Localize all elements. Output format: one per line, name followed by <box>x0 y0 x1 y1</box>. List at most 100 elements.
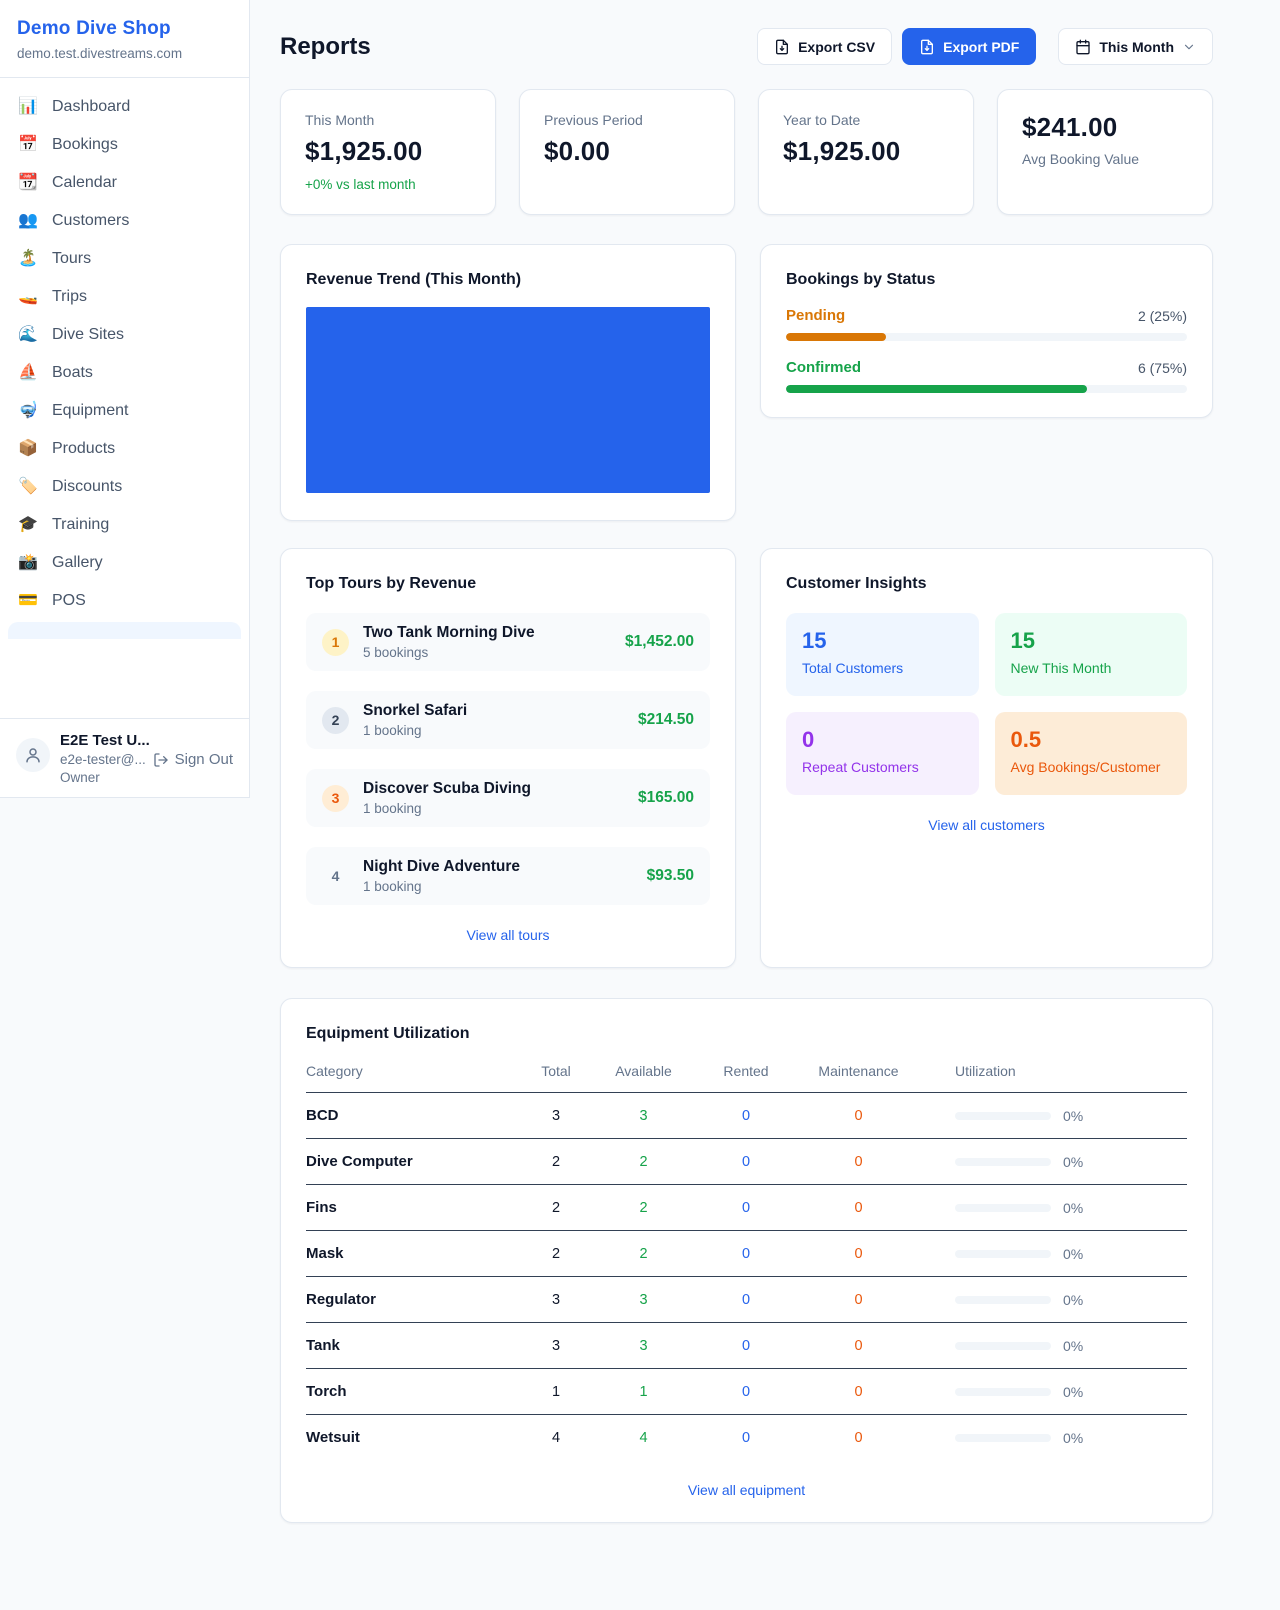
tile-value: 15 <box>1010 628 1035 653</box>
page: Demo Dive Shop demo.test.divestreams.com… <box>0 0 1280 1563</box>
status-row-pending: Pending 2 (25%) <box>786 307 1187 341</box>
tour-name: Discover Scuba Diving <box>363 780 531 797</box>
equipment-maintenance: 0 <box>854 1153 863 1170</box>
stat-label: Avg Booking Value <box>1022 151 1140 167</box>
tour-bookings: 5 bookings <box>363 645 429 660</box>
column-header-utilization: Utilization <box>955 1063 1016 1079</box>
status-row-confirmed: Confirmed 6 (75%) <box>786 359 1187 393</box>
tour-revenue: $165.00 <box>637 789 694 806</box>
tile-value: 15 <box>802 628 827 653</box>
sidebar: Demo Dive Shop demo.test.divestreams.com… <box>0 0 250 798</box>
equipment-maintenance: 0 <box>854 1245 863 1262</box>
utilization-percent: 0% <box>1063 1383 1084 1400</box>
equipment-total: 4 <box>551 1429 561 1446</box>
equipment-rented: 0 <box>741 1337 751 1354</box>
equipment-available: 3 <box>639 1107 648 1124</box>
equipment-category: Tank <box>306 1337 340 1354</box>
person-icon <box>26 748 40 763</box>
equipment-table-header: Category Total Available Rented Maintena… <box>306 1063 1187 1093</box>
stats-row: This Month $1,925.00 +0% vs last month P… <box>280 89 1213 215</box>
sidebar-item-training[interactable]: 🎓 Training <box>0 506 249 544</box>
stat-label: This Month <box>305 112 375 128</box>
tile-new-this-month: 15 New This Month <box>994 613 1187 696</box>
top-tours-title: Top Tours by Revenue <box>306 575 477 592</box>
sidebar-item-calendar[interactable]: 📆 Calendar <box>0 164 249 202</box>
sidebar-item-bookings[interactable]: 📅 Bookings <box>0 126 249 164</box>
utilization-bar <box>955 1341 1051 1350</box>
sidebar-item-trips[interactable]: 🚤 Trips <box>0 278 249 316</box>
equipment-utilization-card: Equipment Utilization Category Total Ava… <box>280 998 1213 1523</box>
sidebar-item-boats[interactable]: ⛵ Boats <box>0 354 249 392</box>
stat-label: Previous Period <box>544 112 643 128</box>
sidebar-item-label: Dashboard <box>52 98 131 115</box>
sidebar-item-pos[interactable]: 💳 POS <box>0 582 249 620</box>
equipment-maintenance: 0 <box>854 1337 863 1354</box>
equipment-maintenance: 0 <box>854 1383 863 1400</box>
tile-total-customers: 15 Total Customers <box>786 613 979 696</box>
sidebar-item-label: Dive Sites <box>52 326 125 343</box>
sidebar-item-products[interactable]: 📦 Products <box>0 430 249 468</box>
equipment-table: Category Total Available Rented Maintena… <box>306 1063 1187 1460</box>
status-bar-track <box>786 333 1187 341</box>
table-row: BCD 3 3 0 0 0% <box>306 1093 1187 1139</box>
equipment-rented: 0 <box>741 1153 751 1170</box>
export-csv-button[interactable]: Export CSV <box>757 28 893 65</box>
tour-revenue: $1,452.00 <box>625 633 694 650</box>
sidebar-item-discounts[interactable]: 🏷️ Discounts <box>0 468 249 506</box>
view-all-equipment-link[interactable]: View all equipment <box>687 1482 806 1498</box>
tour-row: 1 Two Tank Morning Dive 5 bookings $1,45… <box>306 613 710 671</box>
tour-row: 2 Snorkel Safari 1 booking $214.50 <box>306 691 710 749</box>
revenue-trend-title: Revenue Trend (This Month) <box>306 271 522 288</box>
equipment-category: Dive Computer <box>306 1153 413 1170</box>
sign-out-label: Sign Out <box>174 751 233 768</box>
utilization-bar <box>955 1111 1051 1120</box>
main-content: Reports Export CSV Export PDF This Month <box>250 0 1280 1563</box>
equipment-total: 2 <box>551 1199 561 1216</box>
view-all-tours-link[interactable]: View all tours <box>466 927 550 943</box>
sidebar-item-customers[interactable]: 👥 Customers <box>0 202 249 240</box>
sidebar-item-dashboard[interactable]: 📊 Dashboard <box>0 88 249 126</box>
topbar: Reports Export CSV Export PDF This Month <box>280 28 1213 65</box>
equipment-maintenance: 0 <box>854 1429 863 1446</box>
export-pdf-button[interactable]: Export PDF <box>902 28 1037 65</box>
sign-out-button[interactable]: Sign Out <box>153 751 233 768</box>
stat-card-previous-period: Previous Period $0.00 <box>519 89 735 215</box>
equipment-available: 2 <box>639 1153 648 1170</box>
shop-name: Demo Dive Shop <box>17 18 171 39</box>
equipment-rented: 0 <box>741 1383 751 1400</box>
sidebar-item-gallery[interactable]: 📸 Gallery <box>0 544 249 582</box>
sidebar-item-label: POS <box>52 592 86 609</box>
sidebar-item-label: Customers <box>52 212 130 229</box>
sidebar-user-footer: E2E Test U... e2e-tester@... Sign Out Ow… <box>0 718 249 797</box>
utilization-percent: 0% <box>1063 1199 1084 1216</box>
user-name: E2E Test U... <box>60 732 150 749</box>
period-dropdown[interactable]: This Month <box>1058 28 1213 65</box>
tile-avg-bookings-customer: 0.5 Avg Bookings/Customer <box>994 712 1187 795</box>
tour-name: Night Dive Adventure <box>363 858 521 875</box>
equipment-category: Wetsuit <box>306 1429 360 1446</box>
equipment-maintenance: 0 <box>854 1199 863 1216</box>
sidebar-item-label: Bookings <box>52 136 118 153</box>
sidebar-item-tours[interactable]: 🏝️ Tours <box>0 240 249 278</box>
sidebar-item-label: Tours <box>52 250 92 267</box>
customer-insights-title: Customer Insights <box>786 575 927 592</box>
equipment-total: 3 <box>551 1337 561 1354</box>
view-all-customers-link[interactable]: View all customers <box>928 817 1045 833</box>
credit-card-icon: 💳 <box>18 592 38 609</box>
tour-revenue: $214.50 <box>637 711 694 728</box>
revenue-trend-card: Revenue Trend (This Month) <box>280 244 736 521</box>
chevron-down-icon <box>1184 44 1194 49</box>
sidebar-item-active-partial[interactable] <box>8 622 241 639</box>
sidebar-item-label: Gallery <box>52 554 103 571</box>
status-bar-fill <box>786 333 887 341</box>
tour-row: 3 Discover Scuba Diving 1 booking $165.0… <box>306 769 710 827</box>
stat-value: $1,925.00 <box>783 136 901 166</box>
camera-icon: 📸 <box>18 554 38 571</box>
rank-badge: 2 <box>322 706 349 734</box>
export-csv-label: Export CSV <box>798 38 876 55</box>
sidebar-item-dive-sites[interactable]: 🌊 Dive Sites <box>0 316 249 354</box>
sidebar-item-equipment[interactable]: 🤿 Equipment <box>0 392 249 430</box>
table-row: Regulator 3 3 0 0 0% <box>306 1277 1187 1323</box>
insights-row: Top Tours by Revenue 1 Two Tank Morning … <box>280 548 1213 968</box>
speedboat-icon: 🚤 <box>18 288 38 305</box>
